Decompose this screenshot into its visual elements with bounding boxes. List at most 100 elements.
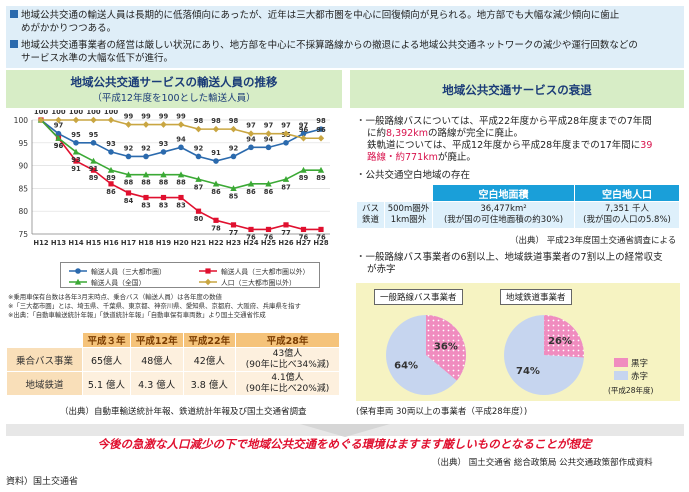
x-tick-label: H13 <box>51 239 66 247</box>
table-cell: 3.8 億人 <box>182 371 237 396</box>
data-point <box>125 153 132 160</box>
data-label: 86 <box>264 188 274 196</box>
y-tick-label: 95 <box>18 139 28 148</box>
cell-line: 1km圏外 <box>390 215 427 225</box>
b1-line-a: 一般路線バスについては、平成22年度から平成28年度までの7年間 <box>365 116 652 127</box>
right-header: 地域公共交通サービスの衰退 <box>350 70 684 108</box>
data-point <box>248 226 254 233</box>
table-header: 平成12年 <box>129 332 184 348</box>
cell-line: (我が国の人口の5.8%) <box>583 215 671 225</box>
legend-marker <box>205 268 211 274</box>
chart-title: 地域公共交通サービスの輸送人員の推移 <box>70 75 278 89</box>
data-label: 94 <box>264 135 274 143</box>
x-tick-label: H25 <box>261 239 276 247</box>
data-label: 87 <box>281 183 291 191</box>
data-point <box>177 171 185 178</box>
legend-marker <box>74 278 82 285</box>
source-left: （出典）自動車輸送統計年報、鉄道統計年報及び国土交通省調査 <box>60 407 307 417</box>
b3-line-b: が赤字 <box>367 264 396 275</box>
legend-marker <box>204 278 212 286</box>
data-point <box>55 116 62 124</box>
table-corner <box>356 184 433 202</box>
data-point <box>90 140 97 146</box>
note-3: ※出典：「自動車輸送統計年報」「鉄道統計年報」「自動車保有車両数」より国土交通省… <box>8 311 266 319</box>
data-label: 98 <box>316 117 326 125</box>
x-tick-label: H20 <box>173 239 188 247</box>
data-point <box>282 175 290 182</box>
data-point <box>195 125 202 133</box>
pie-label-red: 64% <box>394 360 418 371</box>
legend-label: 輸送人員（三大都市圏以外） <box>221 267 309 276</box>
data-label: 99 <box>141 113 151 121</box>
row-label: バス 鉄道 <box>356 201 385 229</box>
data-label: 100 <box>86 110 100 116</box>
table-header: 平成３年 <box>82 332 131 348</box>
intro-line-1: 地域公共交通の輸送人員は長期的に低落傾向にあったが、近年は三大都市圏を中心に回復… <box>10 9 678 22</box>
blank-area-table: 空白地面積 空白地人口 バス 鉄道 500m圏外 1km圏外 36,477km² (我… <box>356 184 680 229</box>
table-cell: 4.1億人 (90年に比べ20%減) <box>235 371 340 396</box>
y-tick-label: 75 <box>18 230 28 239</box>
x-tick-label: H15 <box>86 239 101 247</box>
table-corner <box>6 332 83 348</box>
data-label: 86 <box>211 188 221 196</box>
b1-pre: に約 <box>367 128 387 139</box>
x-tick-label: H21 <box>191 239 206 247</box>
data-label: 85 <box>229 192 239 200</box>
data-point <box>160 171 167 178</box>
data-label: 78 <box>211 224 221 232</box>
b3-line-a: 一般路線バス事業者の6割以上、地域鉄道事業者の7割以上の経常収支 <box>365 252 663 263</box>
data-label: 89 <box>106 174 116 182</box>
table-row: 地域鉄道 5.1 億人 4.3 億人 3.8 億人 4.1億人 (90年に比べ20… <box>6 371 340 396</box>
data-point <box>143 153 149 160</box>
bullet-dot-icon: ・ <box>356 252 366 263</box>
data-point <box>265 144 272 151</box>
source-footer: （出典） 国土交通省 総合政策局 公共交通政策部作成資料 <box>432 458 653 468</box>
y-tick-label: 80 <box>18 207 28 216</box>
data-label: 99 <box>176 113 186 121</box>
data-point <box>230 222 237 228</box>
data-point <box>160 121 167 128</box>
intro-text-1: 地域公共交通の輸送人員は長期的に低落傾向にあったが、近年は三大都市圏を中心に回復… <box>21 10 620 21</box>
pie-slice-black <box>426 315 466 381</box>
data-point <box>213 217 219 223</box>
data-label: 95 <box>89 131 99 139</box>
data-point <box>160 194 167 201</box>
x-tick-label: H14 <box>68 239 83 247</box>
data-point <box>300 134 307 142</box>
data-label: 97 <box>281 122 291 130</box>
chart-notes: ※乗用車保有台数は各年3月末時点、乗合バス（輸送人員）は各年度の数値 ※「三大都… <box>8 293 338 320</box>
data-point <box>142 121 150 128</box>
data-label: 88 <box>176 179 186 187</box>
data-label: 76 <box>264 233 274 241</box>
x-tick-label: H24 <box>243 239 258 247</box>
data-point <box>230 153 237 160</box>
data-label: 94 <box>246 135 256 143</box>
x-tick-label: H23 <box>226 239 241 247</box>
cell-line: 43億人 <box>272 348 303 359</box>
legend-swatch <box>614 371 628 380</box>
data-point <box>90 167 97 173</box>
data-label: 96 <box>54 142 64 150</box>
pie-svg: 36% 64% 26% 74% <box>386 315 584 395</box>
data-point <box>73 140 79 146</box>
data-label: 97 <box>264 122 274 130</box>
data-point <box>72 116 80 124</box>
data-point <box>142 171 150 178</box>
data-point <box>37 116 45 124</box>
data-point <box>177 121 185 128</box>
data-label: 100 <box>51 110 65 116</box>
data-label: 97 <box>54 122 64 130</box>
source-right-table: （出典） 平成23年度国土交通省調査による <box>510 236 677 246</box>
table-header: 空白地面積 <box>432 184 575 202</box>
cell-line: 鉄道 <box>361 215 379 225</box>
cell-line: (90年に比べ34%減) <box>245 359 330 370</box>
bullet-dot-icon: ・ <box>356 116 366 127</box>
legend-marker <box>75 268 81 274</box>
data-point <box>72 148 80 155</box>
bullet-dot-icon: ・ <box>356 170 366 181</box>
data-point <box>143 194 149 201</box>
pie-legend-black: 黒字 <box>614 357 648 369</box>
data-point <box>283 222 289 228</box>
data-label: 100 <box>69 110 83 116</box>
data-point <box>107 166 115 173</box>
